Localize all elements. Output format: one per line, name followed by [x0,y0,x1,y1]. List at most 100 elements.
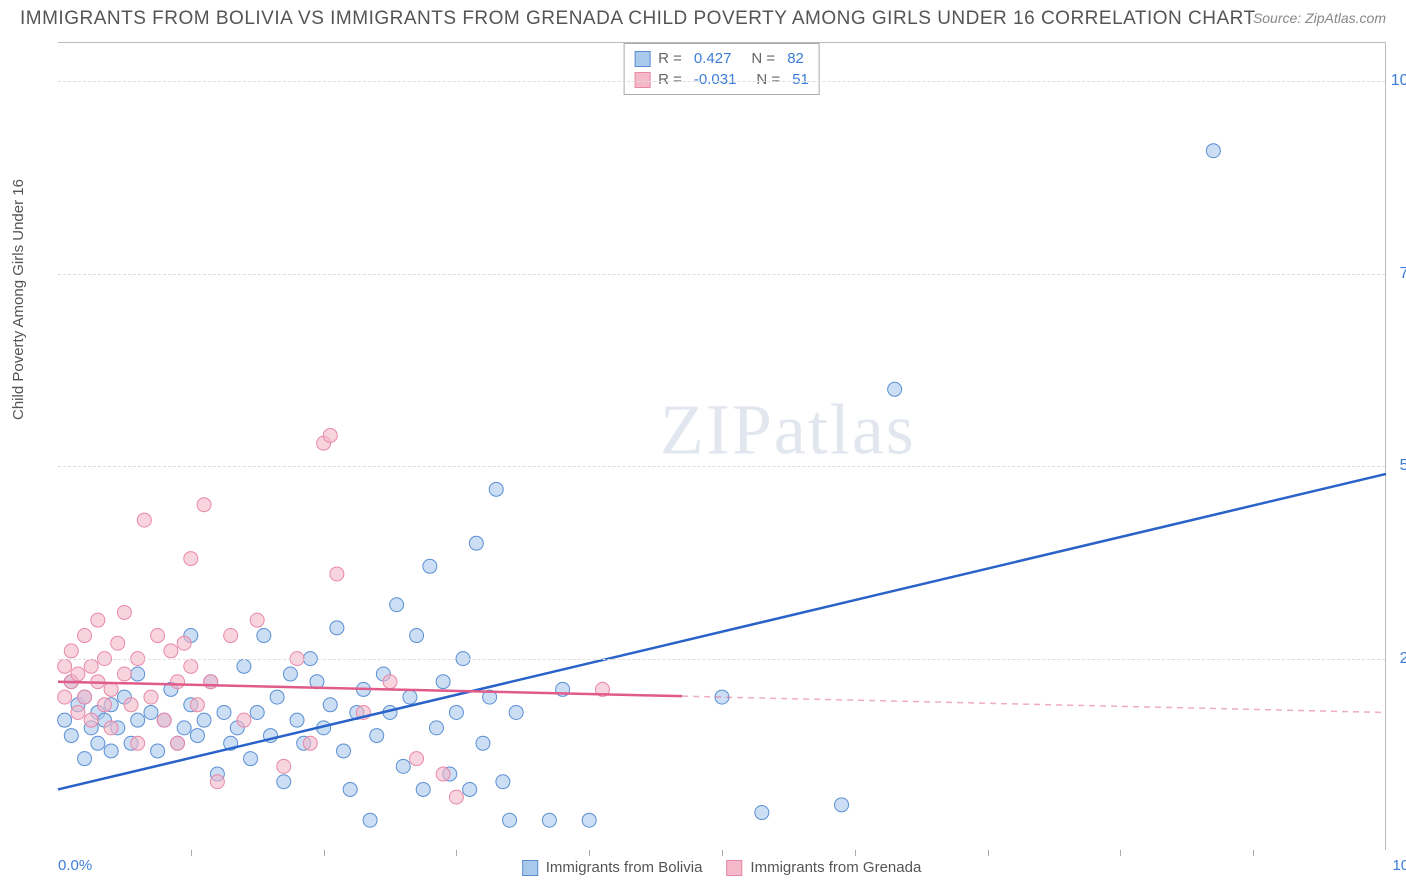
data-point [383,675,397,689]
data-point [177,721,191,735]
chart-area: ZIPatlas R = 0.427 N = 82 R = -0.031 N =… [58,42,1386,850]
data-point [197,713,211,727]
scatter-plot-svg [58,43,1385,850]
chart-title: IMMIGRANTS FROM BOLIVIA VS IMMIGRANTS FR… [20,8,1256,30]
data-point [151,629,165,643]
data-point [509,705,523,719]
data-point [496,775,510,789]
data-point [117,605,131,619]
data-point [410,629,424,643]
data-point [277,775,291,789]
data-point [144,690,158,704]
legend-row-bolivia: R = 0.427 N = 82 [634,48,809,69]
legend-correlation-box: R = 0.427 N = 82 R = -0.031 N = 51 [623,43,820,95]
data-point [237,659,251,673]
data-point [330,621,344,635]
data-point [104,682,118,696]
data-point [250,705,264,719]
data-point [323,428,337,442]
data-point [171,675,185,689]
data-point [270,690,284,704]
data-point [78,752,92,766]
data-point [436,767,450,781]
data-point [363,813,377,827]
data-point [283,667,297,681]
data-point [58,713,72,727]
data-point [78,690,92,704]
x-tick-mark [1253,850,1254,856]
data-point [244,752,258,766]
data-point [190,698,204,712]
data-point [137,513,151,527]
n-label: N = [756,71,780,88]
r-value-bolivia: 0.427 [694,50,732,67]
data-point [429,721,443,735]
data-point [131,736,145,750]
data-point [210,775,224,789]
data-point [370,729,384,743]
data-point [197,498,211,512]
data-point [91,736,105,750]
data-point [290,713,304,727]
data-point [104,744,118,758]
data-point [463,782,477,796]
x-tick-mark [589,850,590,856]
legend-swatch-grenada [634,72,650,88]
data-point [503,813,517,827]
data-point [71,705,85,719]
data-point [449,705,463,719]
legend-swatch-bolivia [634,51,650,67]
data-point [469,536,483,550]
data-point [888,382,902,396]
legend-swatch-grenada [726,860,742,876]
x-tick-label-max: 10.0% [1392,857,1406,874]
data-point [410,752,424,766]
data-point [237,713,251,727]
data-point [64,729,78,743]
legend-series-box: Immigrants from Bolivia Immigrants from … [522,859,922,876]
data-point [303,736,317,750]
legend-swatch-bolivia [522,860,538,876]
gridline-h [58,274,1385,275]
data-point [164,644,178,658]
x-tick-label-min: 0.0% [58,857,92,874]
data-point [224,629,238,643]
legend-item-grenada: Immigrants from Grenada [726,859,921,876]
source-label: Source: ZipAtlas.com [1253,10,1386,26]
data-point [64,644,78,658]
data-point [84,659,98,673]
data-point [117,667,131,681]
data-point [171,736,185,750]
data-point [390,598,404,612]
gridline-h [58,81,1385,82]
x-tick-mark [722,850,723,856]
data-point [151,744,165,758]
data-point [330,567,344,581]
data-point [190,729,204,743]
data-point [416,782,430,796]
data-point [97,698,111,712]
y-tick-label: 75.0% [1390,265,1406,283]
data-point [177,636,191,650]
data-point [131,667,145,681]
data-point [489,482,503,496]
x-tick-mark [855,850,856,856]
data-point [449,790,463,804]
gridline-h [58,466,1385,467]
data-point [250,613,264,627]
n-value-grenada: 51 [792,71,809,88]
legend-row-grenada: R = -0.031 N = 51 [634,69,809,90]
x-tick-mark [988,850,989,856]
data-point [542,813,556,827]
r-label: R = [658,71,682,88]
data-point [343,782,357,796]
data-point [396,759,410,773]
legend-label-grenada: Immigrants from Grenada [750,859,921,876]
x-tick-mark [324,850,325,856]
data-point [71,667,85,681]
data-point [84,713,98,727]
n-label: N = [751,50,775,67]
legend-label-bolivia: Immigrants from Bolivia [546,859,703,876]
data-point [131,713,145,727]
data-point [217,705,231,719]
